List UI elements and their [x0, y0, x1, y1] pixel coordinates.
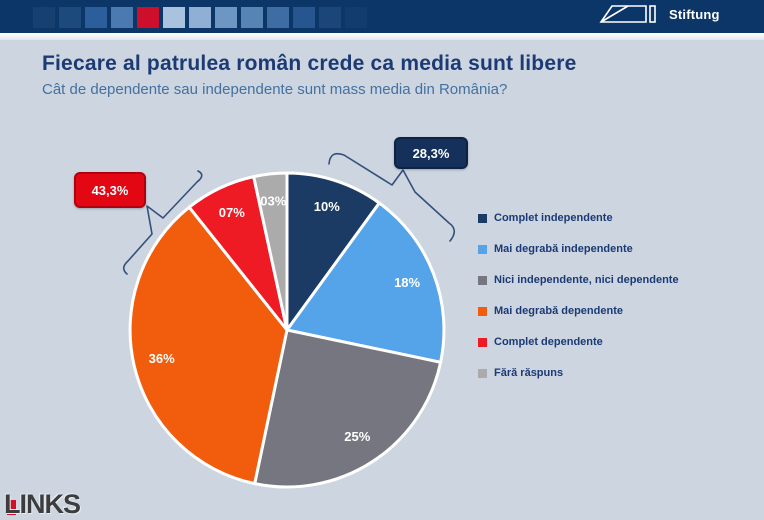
legend-item: Mai degrabă independente — [478, 243, 679, 255]
legend-swatch — [478, 306, 487, 316]
header-square — [293, 7, 315, 28]
legend-label: Nici independente, nici dependente — [494, 274, 679, 286]
callout-dependente: 43,3% — [74, 172, 146, 208]
callout-dependente-value: 43,3% — [91, 182, 129, 198]
legend: Complet independente Mai degrabă independ… — [478, 212, 679, 379]
stiftung-logo: Stiftung — [598, 3, 720, 25]
header-squares — [33, 7, 367, 28]
header-square — [33, 7, 55, 28]
header-square — [137, 7, 159, 28]
pie-slice-4 — [128, 205, 289, 486]
callout-independente-value: 28,3% — [412, 145, 450, 161]
header-square — [163, 7, 185, 28]
callout-bracket-dependente — [122, 170, 203, 275]
pie-slice-6 — [252, 171, 289, 332]
legend-label: Complet dependente — [494, 336, 603, 348]
pie-slice-value: 25% — [344, 429, 370, 444]
pie-slice-value: 03% — [260, 193, 286, 208]
legend-item: Nici independente, nici dependente — [478, 274, 679, 286]
legend-swatch — [478, 275, 487, 285]
legend-swatch — [478, 244, 487, 254]
legend-item: Complet independente — [478, 212, 679, 224]
links-logo-red-square — [7, 500, 16, 515]
header-divider — [0, 33, 764, 40]
header-square — [59, 7, 81, 28]
pie-slice-value: 18% — [394, 275, 420, 290]
header-square — [111, 7, 133, 28]
legend-item: Mai degrabă dependente — [478, 305, 679, 317]
header-square — [189, 7, 211, 28]
pie-slice-1 — [285, 171, 381, 332]
pie-slice-value: 36% — [149, 351, 175, 366]
header-bar: Stiftung — [0, 0, 764, 33]
pie-slice-3 — [253, 328, 443, 489]
page-subtitle: Cât de dependente sau independente sunt … — [42, 81, 508, 98]
legend-swatch — [478, 213, 487, 223]
legend-swatch — [478, 368, 487, 378]
legend-swatch — [478, 337, 487, 347]
page-title: Fiecare al patrulea român crede ca media… — [42, 52, 577, 75]
legend-label: Complet independente — [494, 212, 613, 224]
pie-slice-value: 07% — [219, 205, 245, 220]
header-square — [345, 7, 367, 28]
title-block: Fiecare al patrulea român crede ca media… — [42, 52, 702, 98]
pie-slice-2 — [285, 201, 446, 364]
legend-item: Complet dependente — [478, 336, 679, 348]
header-square — [215, 7, 237, 28]
pie-chart: 10% 18% 25% 36% 07% 03% — [128, 171, 446, 489]
brand-text: Stiftung — [669, 6, 720, 22]
legend-label: Mai degrabă dependente — [494, 305, 623, 317]
legend-item: Fără răspuns — [478, 367, 679, 379]
callout-independente: 28,3% — [394, 137, 468, 169]
header-square — [319, 7, 341, 28]
legend-label: Fără răspuns — [494, 367, 564, 379]
callout-bracket-independente — [328, 152, 456, 242]
links-logo-text: LINKS — [4, 489, 81, 519]
legend-label: Mai degrabă independente — [494, 243, 633, 255]
header-square — [85, 7, 107, 28]
header-square — [241, 7, 263, 28]
stiftung-logo-icon — [599, 5, 656, 23]
header-square — [267, 7, 289, 28]
pie-slice-value: 10% — [314, 199, 340, 214]
links-logo: LINKS — [4, 488, 81, 520]
